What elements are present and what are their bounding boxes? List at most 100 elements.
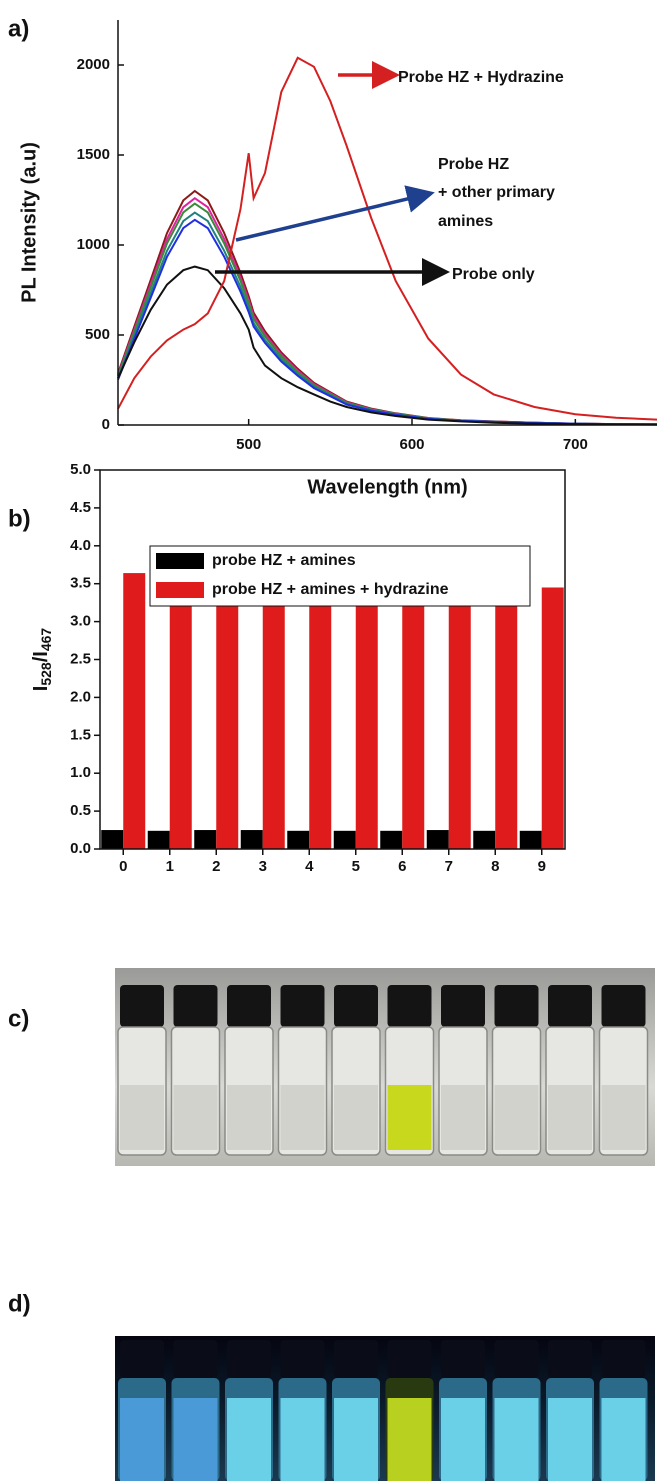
vial-cap (494, 985, 539, 1027)
panel-label: a) (8, 15, 29, 42)
vial-cap (120, 985, 164, 1027)
x-tick-label: 4 (305, 858, 314, 875)
y-tick-label: 2.0 (70, 688, 91, 705)
vial-liquid (120, 1085, 164, 1150)
bar (101, 830, 124, 849)
vial-liquid (601, 1085, 646, 1150)
vial-liquid (227, 1398, 271, 1481)
vial-cap (227, 985, 271, 1027)
bar (309, 596, 332, 849)
bar (448, 582, 471, 849)
legend-label: probe HZ + amines + hydrazine (212, 581, 449, 598)
vial-cap (387, 1340, 432, 1378)
vial-liquid (173, 1398, 218, 1481)
x-tick-label: 9 (538, 858, 546, 875)
y-axis-label-part: 528 (38, 662, 54, 686)
spectrum-line (117, 202, 658, 426)
y-tick-label: 5.0 (70, 461, 91, 478)
y-tick-label: 1.5 (70, 726, 91, 743)
bar (473, 830, 496, 849)
bar (355, 593, 378, 849)
vial-cap (548, 1340, 592, 1378)
x-tick-label: 500 (236, 436, 261, 453)
vial-liquid (601, 1398, 646, 1481)
vial-liquid (548, 1085, 592, 1150)
vial-cap (280, 1340, 325, 1378)
vial-liquid (334, 1085, 378, 1150)
bar (380, 830, 403, 849)
spectrum-line (117, 211, 658, 426)
x-tick-label: 3 (259, 858, 267, 875)
y-tick-label: 0.0 (70, 840, 91, 857)
vial-cap (280, 985, 325, 1027)
vial-liquid (280, 1085, 325, 1150)
annotation-arrow (235, 185, 435, 242)
spectrum-line (117, 189, 658, 426)
vial-cap (120, 1340, 164, 1378)
legend-box (149, 545, 531, 607)
x-tick-label: 1 (166, 858, 174, 875)
annotation-text: amines (438, 213, 493, 230)
x-tick-label: 8 (491, 858, 499, 875)
y-axis-label-part: /I (30, 651, 52, 662)
y-tick-label: 3.5 (70, 575, 91, 592)
annotation-text: Probe HZ (438, 156, 509, 173)
vial-cap (548, 985, 592, 1027)
bar (262, 585, 285, 849)
vial-liquid (441, 1085, 485, 1150)
vial-cap (494, 1340, 539, 1378)
x-tick-label: 5 (352, 858, 360, 875)
x-axis-label: Wavelength (nm) (307, 476, 467, 498)
bar (147, 830, 170, 849)
panel-label: d) (8, 1290, 31, 1317)
y-axis-label-part: I (30, 686, 52, 692)
y-tick-label: 1500 (77, 146, 110, 163)
bar (169, 595, 192, 849)
vial-liquid (494, 1085, 539, 1150)
vial-cap (601, 985, 646, 1027)
annotation-text: + other primary (438, 184, 555, 201)
x-tick-label: 700 (563, 436, 588, 453)
vial-liquid (387, 1398, 432, 1481)
vial-liquid (548, 1398, 592, 1481)
bar (216, 585, 239, 849)
bar (541, 587, 564, 849)
y-axis-label-part: 467 (38, 628, 54, 652)
vial-liquid (494, 1398, 539, 1481)
vial-liquid (280, 1398, 325, 1481)
y-tick-label: 2.5 (70, 650, 91, 667)
y-tick-label: 1000 (77, 236, 110, 253)
vial-cap (173, 985, 218, 1027)
legend-swatch (156, 582, 204, 598)
legend-label: probe HZ + amines (212, 552, 356, 569)
y-tick-label: 0.5 (70, 802, 91, 819)
x-tick-label: 0 (119, 858, 127, 875)
y-axis-label: I528/I467 (30, 628, 53, 692)
bar (519, 830, 542, 849)
annotation-text: Probe only (452, 266, 535, 283)
y-tick-label: 4.5 (70, 499, 91, 516)
legend-swatch (156, 553, 204, 569)
vial-liquid (173, 1085, 218, 1150)
y-tick-label: 4.0 (70, 537, 91, 554)
bar (426, 830, 449, 849)
y-tick-label: 500 (85, 326, 110, 343)
bar (194, 830, 217, 849)
y-tick-label: 3.0 (70, 613, 91, 630)
spectrum-line (117, 218, 658, 426)
bar (333, 830, 356, 849)
vial-cap (441, 985, 485, 1027)
panel-label: c) (8, 1005, 29, 1032)
x-tick-label: 2 (212, 858, 220, 875)
vial-liquid (120, 1398, 164, 1481)
spectrum-line (117, 56, 658, 421)
vial-liquid (227, 1085, 271, 1150)
vial-cap (227, 1340, 271, 1378)
panel-label: b) (8, 505, 31, 532)
y-tick-label: 0 (102, 416, 110, 433)
x-tick-label: 6 (398, 858, 406, 875)
vial-cap (334, 1340, 378, 1378)
y-tick-label: 1.0 (70, 764, 91, 781)
